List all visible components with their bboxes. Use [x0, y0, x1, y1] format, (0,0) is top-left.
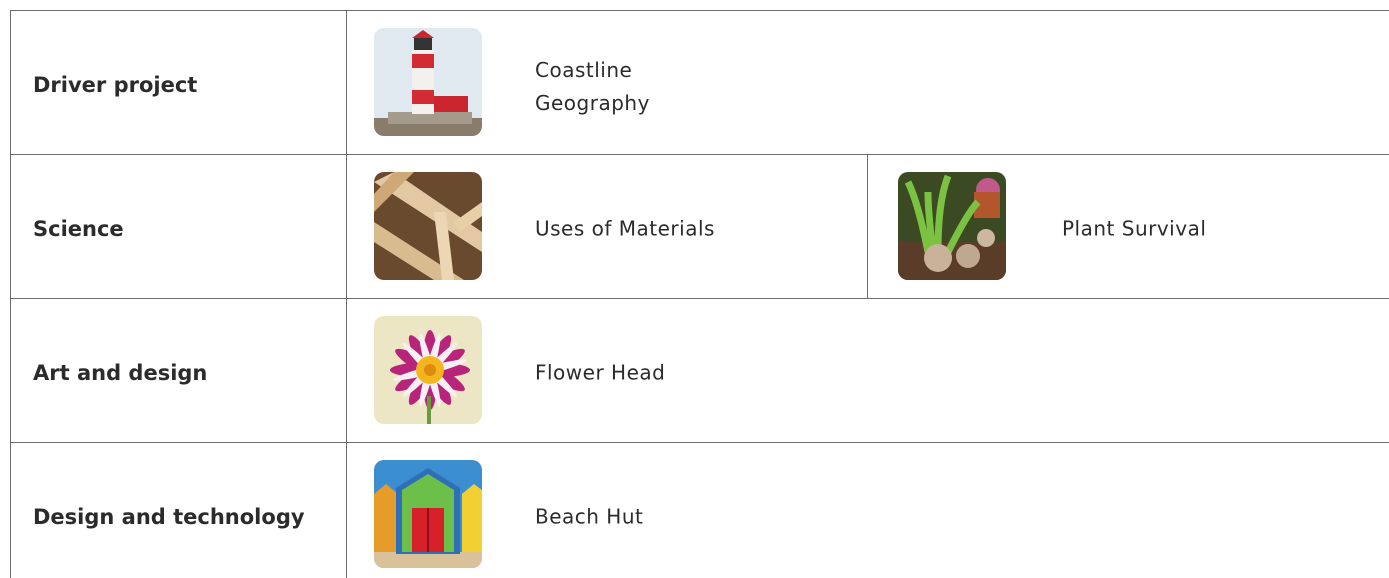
page: Driver project Coastline Geography Scien… [0, 0, 1389, 578]
subject-label: Science [33, 217, 124, 241]
project-title: Uses of Materials [535, 213, 835, 246]
thumbnail [374, 460, 482, 568]
thumbnail [374, 172, 482, 280]
thumbnail [898, 172, 1006, 280]
border [867, 154, 868, 298]
border [10, 10, 11, 578]
project-title: Plant Survival [1062, 213, 1362, 246]
subject-label: Art and design [33, 361, 207, 385]
project-title: Coastline Geography [535, 54, 685, 120]
border [10, 10, 1389, 11]
thumbnail [374, 28, 482, 136]
subject-label: Design and technology [33, 505, 305, 529]
project-title: Beach Hut [535, 501, 685, 534]
project-title: Flower Head [535, 357, 685, 390]
border [10, 298, 1389, 299]
thumbnail [374, 316, 482, 424]
subject-label: Driver project [33, 73, 197, 97]
border [10, 154, 1389, 155]
border [10, 442, 1389, 443]
border [346, 10, 347, 578]
